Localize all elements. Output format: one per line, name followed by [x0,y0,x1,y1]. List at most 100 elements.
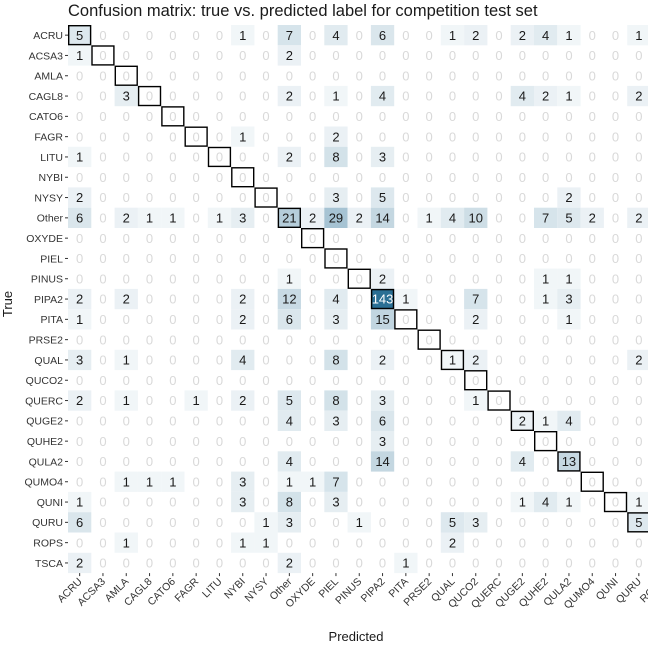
cell-value: 0 [216,474,223,489]
cell-value: 0 [356,109,363,124]
cell-value: 0 [356,190,363,205]
cell-value: 0 [402,312,409,327]
cell-pipa2-qula2 [557,288,581,310]
cell-value: 0 [589,28,596,43]
cell-value: 0 [589,556,596,571]
cell-value: 4 [519,454,526,469]
cell-pipa2-quhe2 [534,288,558,310]
cell-quge2-pipa2 [370,410,395,431]
cell-value: 0 [239,48,246,63]
cell-value: 0 [99,312,106,327]
cell-value: 2 [286,150,293,165]
cell-value: 0 [193,515,200,530]
cell-value: 0 [402,454,409,469]
cell-other-prse2 [417,207,441,228]
cell-value: 0 [239,231,246,246]
cell-value: 2 [286,89,293,104]
cell-value: 0 [519,292,526,307]
cell-value: 0 [542,129,549,144]
cell-value: 0 [123,251,130,266]
cell-other-amla [114,207,138,228]
cell-value: 0 [519,271,526,286]
cell-qula2-other [277,451,301,472]
cell-value: 0 [589,251,596,266]
cell-value: 0 [123,271,130,286]
cell-value: 0 [169,48,176,63]
cell-value: 0 [612,353,619,368]
cell-querc-quco2 [464,390,488,411]
cell-value: 2 [76,190,83,205]
cell-other-piel [324,207,348,228]
diagonal-box [277,207,301,228]
cell-value: 0 [472,251,479,266]
cell-value: 0 [239,515,246,530]
cell-value: 14 [375,210,389,225]
cell-value: 8 [332,393,339,408]
cell-acru-pipa2 [370,25,395,46]
cell-value: 1 [565,312,572,327]
cell-value: 7 [472,292,479,307]
cell-qumo4-other [277,471,301,492]
cell-fagr-piel [324,126,348,147]
cell-quru-nysy [254,512,278,533]
cell-value: 0 [146,373,153,388]
cell-value: 0 [193,68,200,83]
cell-value: 0 [519,210,526,225]
cell-value: 0 [216,353,223,368]
cell-value: 0 [472,231,479,246]
cell-value: 0 [635,434,642,449]
cell-value: 0 [76,454,83,469]
cell-value: 0 [402,271,409,286]
diagonal-box [207,146,232,168]
cell-value: 0 [449,495,456,510]
cell-value: 0 [286,129,293,144]
cell-value: 0 [239,434,246,449]
cell-value: 0 [169,454,176,469]
cell-value: 3 [379,150,386,165]
cell-value: 0 [262,89,269,104]
cell-value: 0 [99,48,106,63]
y-tick-label: QUHE2 [27,436,63,448]
y-tick-label: OXYDE [26,233,63,245]
cell-value: 0 [426,48,433,63]
cell-value: 2 [309,210,316,225]
cell-value: 0 [449,231,456,246]
cell-value: 0 [76,251,83,266]
diagonal-box [417,329,441,350]
cell-value: 1 [123,474,130,489]
cell-value: 0 [169,434,176,449]
cell-value: 6 [286,312,293,327]
cell-value: 0 [262,454,269,469]
cell-value: 0 [472,271,479,286]
cell-querc-pipa2 [370,390,395,411]
cell-pipa2-pita [394,288,418,310]
cell-value: 0 [309,434,316,449]
cell-value: 3 [379,434,386,449]
diagonal-box [394,309,418,330]
cell-value: 0 [286,332,293,347]
cell-value: 0 [169,68,176,83]
cell-value: 0 [169,515,176,530]
cell-value: 0 [426,89,433,104]
cell-value: 0 [612,170,619,185]
cell-acsa3-other [277,45,301,66]
cell-value: 0 [99,393,106,408]
y-tick-label: PIEL [40,253,63,265]
cell-value: 0 [216,109,223,124]
y-tick-label: QUAL [34,355,63,367]
cell-value: 0 [332,515,339,530]
cell-value: 0 [356,312,363,327]
cell-value: 0 [402,150,409,165]
cell-value: 0 [99,68,106,83]
cell-value: 0 [216,535,223,550]
cell-value: 0 [286,190,293,205]
cell-value: 3 [76,353,83,368]
diagonal-box [440,349,465,371]
cell-value: 0 [472,535,479,550]
cell-value: 0 [146,48,153,63]
cell-pipa2-piel [324,288,348,310]
cell-value: 0 [495,68,502,83]
cell-value: 0 [612,454,619,469]
cell-nysy-piel [324,187,348,208]
cell-value: 0 [309,89,316,104]
